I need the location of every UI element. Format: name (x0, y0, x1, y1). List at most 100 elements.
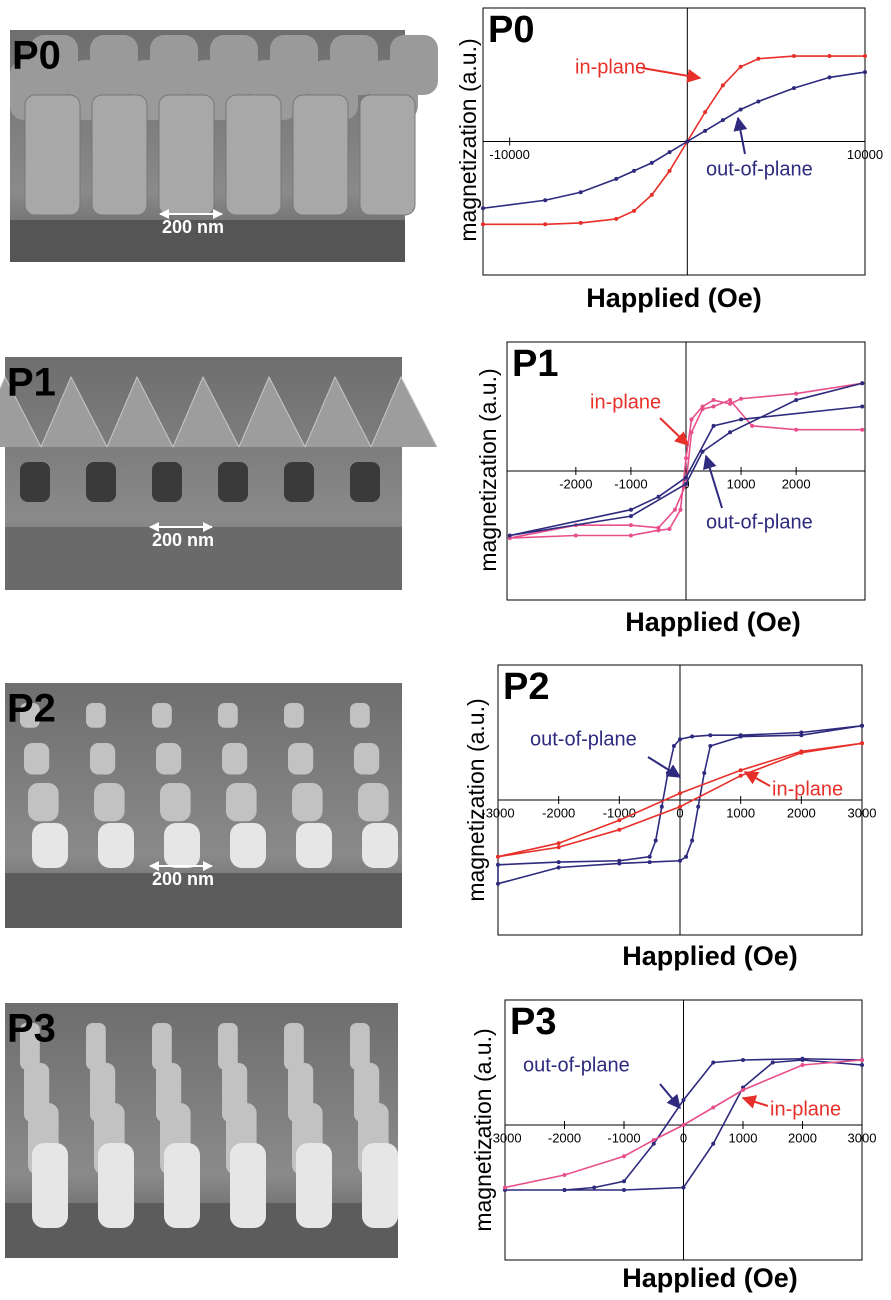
data-point (496, 855, 500, 859)
data-point (721, 118, 725, 122)
data-point (543, 198, 547, 202)
sem-pillar (296, 1143, 332, 1228)
annotation: in-plane (575, 56, 646, 78)
sem-hole (86, 462, 116, 502)
x-tick-label: -1000 (607, 1130, 640, 1145)
x-tick-label: 10000 (847, 147, 883, 162)
x-axis-label: Happlied (Oe) (622, 941, 798, 971)
data-point (648, 860, 652, 864)
image-label: P0 (12, 34, 61, 78)
data-point (792, 54, 796, 58)
annotation: in-plane (770, 1098, 841, 1120)
data-point (701, 407, 705, 411)
data-point (614, 217, 618, 221)
sem-image: P3 (5, 1003, 398, 1258)
data-point (654, 839, 658, 843)
data-point (648, 855, 652, 859)
data-point (860, 1063, 864, 1067)
data-point (739, 774, 743, 778)
data-point (860, 724, 864, 728)
series-line (483, 56, 865, 224)
data-point (860, 381, 864, 385)
data-point (682, 1123, 686, 1127)
data-point (632, 209, 636, 213)
data-point (672, 744, 676, 748)
annotation-arrow (660, 1084, 680, 1108)
data-point (629, 508, 633, 512)
sem-image: P1200 nm (0, 357, 437, 590)
sem-pillar (293, 95, 348, 215)
x-axis-label: Happlied (Oe) (586, 283, 762, 313)
data-point (557, 866, 561, 870)
data-point (794, 428, 798, 432)
data-point (668, 150, 672, 154)
sem-pillar (284, 703, 304, 728)
sem-pillar (350, 703, 370, 728)
sem-pillar (218, 1023, 238, 1070)
x-tick-label: 3000 (848, 1130, 877, 1145)
data-point (690, 417, 694, 421)
data-point (678, 859, 682, 863)
sem-pillar (90, 743, 115, 775)
data-point (508, 534, 512, 538)
data-point (678, 737, 682, 741)
data-point (827, 75, 831, 79)
data-point (794, 392, 798, 396)
data-point (799, 733, 803, 737)
data-point (685, 140, 689, 144)
data-point (496, 882, 500, 886)
data-point (712, 405, 716, 409)
sem-pillar (350, 1023, 370, 1070)
sem-pillar (159, 95, 214, 215)
data-point (696, 805, 700, 809)
sem-pillar (230, 1143, 266, 1228)
data-point (563, 1188, 567, 1192)
data-point (721, 83, 725, 87)
data-point (563, 1173, 567, 1177)
data-point (801, 1063, 805, 1067)
data-point (860, 1058, 864, 1062)
annotation: in-plane (772, 778, 843, 800)
data-point (739, 397, 743, 401)
data-point (574, 534, 578, 538)
data-point (711, 1142, 715, 1146)
annotation-arrow (648, 757, 680, 777)
data-point (660, 805, 664, 809)
chart-title: P1 (512, 343, 558, 385)
x-tick-label: 1000 (726, 805, 755, 820)
data-point (678, 508, 682, 512)
chart-title: P2 (503, 666, 549, 708)
data-point (579, 190, 583, 194)
data-point (678, 805, 682, 809)
x-tick-label: 0 (680, 1130, 687, 1145)
data-point (756, 57, 760, 61)
data-point (703, 129, 707, 133)
sem-pillar (354, 743, 379, 775)
data-point (708, 744, 712, 748)
sem-pillar (32, 823, 68, 868)
data-point (622, 1179, 626, 1183)
data-point (712, 398, 716, 402)
data-point (690, 839, 694, 843)
y-axis-label: magnetization (a.u.) (463, 698, 489, 901)
data-point (543, 222, 547, 226)
series-line (483, 72, 865, 208)
x-tick-label: -2000 (559, 476, 592, 491)
data-point (739, 417, 743, 421)
sem-pillar (362, 823, 398, 868)
data-point (678, 791, 682, 795)
data-point (652, 1138, 656, 1142)
x-axis-label: Happlied (Oe) (625, 607, 801, 637)
chart: -3000-2000-10000100020003000P3Happlied (… (470, 1000, 876, 1293)
data-point (739, 65, 743, 69)
chart: -2000-1000010002000P1Happlied (Oe)magnet… (475, 342, 865, 637)
data-point (629, 514, 633, 518)
annotation-arrow (738, 118, 745, 154)
data-point (739, 735, 743, 739)
data-point (750, 424, 754, 428)
data-point (860, 428, 864, 432)
data-point (703, 110, 707, 114)
data-point (684, 482, 688, 486)
x-tick-label: 1000 (727, 476, 756, 491)
